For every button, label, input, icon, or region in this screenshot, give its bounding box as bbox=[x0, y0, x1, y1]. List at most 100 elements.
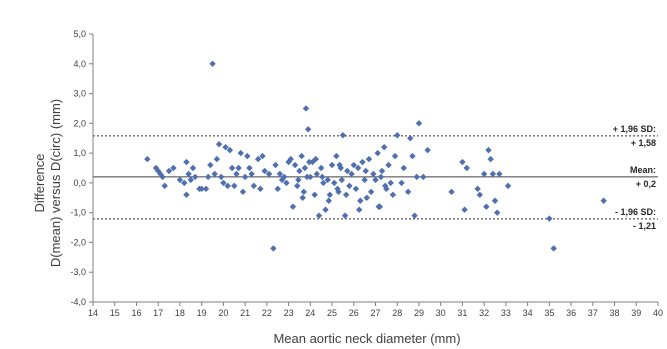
data-point bbox=[370, 170, 377, 178]
data-point bbox=[254, 155, 262, 163]
x-tick-label: 38 bbox=[610, 308, 620, 318]
data-point bbox=[241, 173, 249, 181]
data-point bbox=[374, 149, 381, 157]
data-point bbox=[298, 152, 305, 160]
y-tick-label: -3,0 bbox=[70, 267, 86, 277]
data-point bbox=[600, 197, 607, 204]
data-point bbox=[295, 176, 302, 184]
y-axis-title-line2: D(mean) versus D(circ) (mm) bbox=[48, 99, 63, 267]
data-point bbox=[211, 170, 218, 178]
y-tick-label: -4,0 bbox=[70, 297, 86, 307]
data-point bbox=[311, 191, 318, 198]
data-point bbox=[257, 185, 264, 193]
data-point bbox=[213, 155, 221, 163]
x-tick-label: 30 bbox=[436, 308, 446, 318]
x-tick-label: 16 bbox=[131, 308, 141, 318]
data-point bbox=[317, 164, 325, 172]
x-tick-label: 24 bbox=[305, 308, 315, 318]
data-point bbox=[333, 152, 340, 160]
data-point bbox=[328, 161, 336, 169]
data-point bbox=[183, 158, 190, 166]
y-tick-label: 1,0 bbox=[73, 148, 86, 158]
x-tick-label: 17 bbox=[153, 308, 163, 318]
data-point bbox=[202, 185, 210, 193]
data-point bbox=[487, 155, 494, 163]
data-point bbox=[300, 188, 307, 196]
data-point bbox=[424, 146, 431, 154]
data-point bbox=[411, 212, 418, 219]
upper-loa-label-title: + 1,96 SD: bbox=[613, 124, 656, 134]
data-point bbox=[218, 173, 225, 181]
data-point bbox=[550, 245, 557, 252]
data-point bbox=[322, 206, 329, 213]
data-point bbox=[485, 146, 492, 154]
x-tick-label: 36 bbox=[566, 308, 576, 318]
data-point bbox=[491, 197, 499, 204]
data-point bbox=[382, 182, 389, 190]
data-point bbox=[448, 188, 455, 196]
x-tick-label: 14 bbox=[88, 308, 98, 318]
data-point bbox=[283, 179, 290, 187]
data-point bbox=[233, 170, 240, 178]
y-tick-label: -1,0 bbox=[70, 208, 86, 218]
data-point bbox=[294, 182, 301, 190]
data-point bbox=[483, 203, 490, 210]
data-point bbox=[301, 164, 309, 172]
data-point bbox=[380, 143, 388, 151]
data-point bbox=[222, 143, 229, 151]
data-point bbox=[325, 197, 332, 204]
data-point bbox=[209, 60, 216, 67]
data-point bbox=[480, 170, 488, 178]
data-point bbox=[185, 170, 192, 178]
data-point bbox=[250, 182, 258, 190]
x-tick-label: 22 bbox=[262, 308, 272, 318]
data-point bbox=[237, 149, 244, 157]
data-point bbox=[378, 167, 386, 175]
data-point bbox=[239, 188, 247, 196]
data-point bbox=[302, 105, 310, 112]
data-point bbox=[312, 155, 319, 163]
data-point bbox=[546, 215, 553, 222]
data-point bbox=[291, 161, 299, 169]
data-point bbox=[176, 176, 184, 184]
data-point bbox=[361, 176, 368, 184]
data-point bbox=[331, 179, 338, 187]
mean-label-value: + 0,2 bbox=[636, 179, 656, 189]
data-point bbox=[342, 191, 350, 198]
y-tick-label: 4,0 bbox=[73, 59, 86, 69]
axes: 5,0 4,0 3,0 2,0 1,0 0,0 -1,0 -2,0 -3,0 -4,014 15 16… bbox=[70, 29, 663, 318]
data-point bbox=[493, 209, 501, 216]
data-point bbox=[459, 158, 466, 166]
x-tick-label: 27 bbox=[370, 308, 380, 318]
data-point bbox=[170, 164, 177, 172]
y-axis-title-line1: Difference bbox=[32, 153, 47, 212]
x-tick-label: 15 bbox=[110, 308, 120, 318]
data-point bbox=[228, 164, 236, 172]
data-point bbox=[320, 179, 327, 187]
data-point bbox=[152, 164, 160, 172]
x-tick-label: 34 bbox=[523, 308, 533, 318]
mean-label-title: Mean: bbox=[630, 165, 656, 175]
data-point bbox=[354, 164, 362, 172]
data-point bbox=[409, 152, 416, 160]
x-tick-label: 19 bbox=[197, 308, 207, 318]
data-point bbox=[161, 182, 168, 190]
data-point bbox=[187, 176, 194, 184]
reference-labels: + 1,96 SD: + 1,58 Mean: + 0,2 - 1,96 SD: - 1,… bbox=[613, 124, 656, 231]
x-tick-label: 35 bbox=[544, 308, 554, 318]
data-point bbox=[496, 170, 503, 178]
lower-loa-label-value: - 1,21 bbox=[633, 221, 656, 231]
y-tick-label: 0,0 bbox=[73, 178, 86, 188]
data-point bbox=[272, 161, 279, 169]
data-point bbox=[359, 158, 366, 166]
data-point bbox=[375, 203, 382, 210]
data-point bbox=[350, 161, 357, 169]
data-point bbox=[476, 191, 484, 198]
data-point bbox=[224, 182, 231, 190]
data-point bbox=[306, 158, 313, 166]
lower-loa-label-title: - 1,96 SD: bbox=[615, 207, 656, 217]
data-point bbox=[304, 126, 312, 133]
data-point bbox=[244, 152, 251, 160]
